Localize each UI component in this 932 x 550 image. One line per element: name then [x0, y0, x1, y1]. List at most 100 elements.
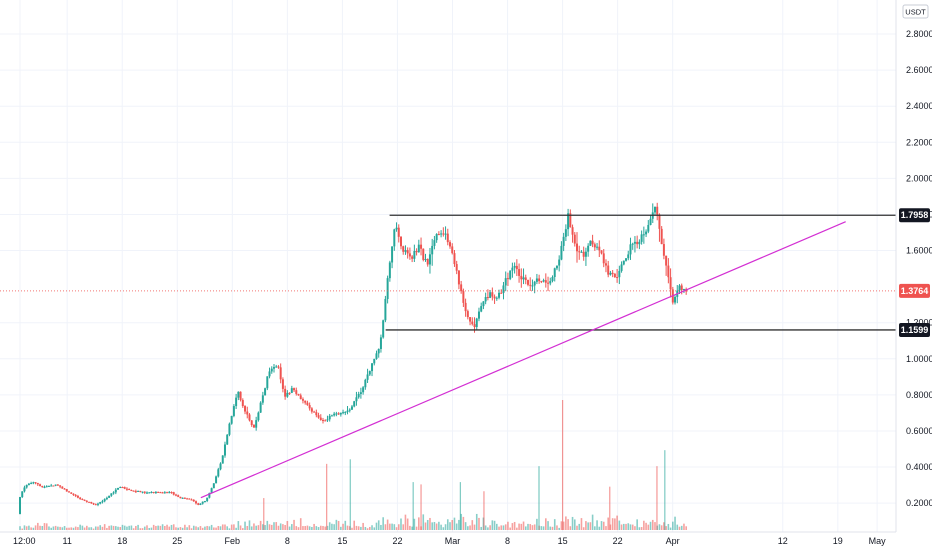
volume-bar [391, 523, 393, 530]
candle-body [59, 485, 62, 487]
candle-body [480, 306, 483, 312]
volume-bar [340, 526, 342, 530]
candle-body [295, 390, 298, 394]
candle-body [424, 259, 427, 261]
candle-body [411, 256, 414, 259]
candle-body [96, 503, 99, 505]
currency-badge[interactable] [902, 4, 929, 19]
volume-bar [373, 527, 376, 530]
volume-bar [195, 526, 197, 530]
candle-body [449, 242, 452, 247]
volume-bar [600, 521, 603, 530]
volume-bar [48, 526, 50, 530]
volume-bar [213, 527, 215, 530]
volume-bar [288, 526, 291, 530]
volume-bar [317, 527, 320, 530]
time-axis[interactable]: 12:00 11 18 25 Feb 8 15 22 Mar 8 15 22 Apr 12 19 May [13, 536, 886, 546]
volume-bar [638, 527, 641, 530]
candle-body [633, 241, 636, 244]
volume-bar [489, 525, 491, 530]
volume-bar [201, 527, 204, 530]
volume-spike-bar [664, 450, 666, 530]
volume-bar [380, 524, 382, 530]
candle-body [174, 494, 177, 496]
volume-bar [177, 527, 179, 530]
candle-body [631, 243, 634, 245]
volume-bar [83, 527, 86, 530]
candle-body [422, 248, 425, 260]
candle-body [420, 244, 423, 249]
candle-body [625, 258, 628, 261]
candle-body [649, 218, 652, 225]
volume-bar [121, 524, 124, 530]
volume-bar [115, 526, 117, 530]
candle-body [41, 485, 44, 488]
volume-bar [242, 528, 244, 530]
y-tick-label: 2.8000 [906, 29, 932, 39]
volume-bar [589, 522, 592, 530]
candle-body [602, 253, 605, 264]
candle-body [573, 234, 576, 244]
candle-body [504, 278, 507, 286]
candle-body [589, 240, 592, 246]
volume-bar [676, 524, 679, 530]
volume-bar [57, 526, 59, 530]
volume-bar [571, 516, 574, 530]
volume-bar [500, 525, 503, 530]
candle-body [39, 484, 42, 486]
volume-bar [90, 527, 93, 530]
candle-body [201, 501, 204, 504]
candle-body [444, 233, 447, 235]
candle-body [105, 497, 108, 500]
candle-body [235, 397, 238, 407]
volume-bar [353, 520, 356, 530]
volume-bar [663, 522, 665, 530]
candle-body [141, 491, 144, 493]
candle-body [506, 278, 509, 280]
volume-bar [65, 527, 68, 530]
trendline[interactable] [200, 221, 846, 499]
x-tick-label: 8 [505, 536, 510, 546]
volume-bar [77, 527, 79, 530]
currency-badge-label: USDT [905, 8, 926, 17]
y-tick-label: 0.6000 [906, 426, 932, 436]
volume-bar [215, 527, 217, 530]
y-tick-label: 2.0000 [906, 173, 932, 183]
volume-bar [627, 523, 630, 530]
candle-body [562, 236, 565, 246]
volume-bar [319, 525, 322, 530]
candle-body [179, 496, 182, 499]
candle-body [259, 402, 262, 413]
volume-bar [106, 527, 108, 530]
volume-bar [52, 526, 55, 530]
candle-body [576, 243, 579, 252]
candle-body [435, 234, 438, 241]
volume-bar [344, 520, 347, 530]
price-scale[interactable] [896, 0, 932, 550]
candle-body [433, 240, 436, 246]
candle-body [386, 278, 389, 299]
candle-body [328, 415, 331, 420]
candle-body [166, 492, 169, 494]
volume-bar [179, 527, 182, 530]
volume-bar [101, 526, 104, 530]
candle-body [250, 420, 253, 426]
volume-bar [164, 525, 166, 530]
candle-body [221, 455, 224, 464]
candle-body [23, 487, 26, 492]
drawing-lines[interactable] [0, 214, 896, 499]
volume-bar [524, 526, 527, 530]
candle-body [542, 280, 545, 282]
candle-body [366, 374, 369, 380]
volume-bar [369, 526, 371, 530]
volume-bar [462, 516, 465, 530]
volume-bar [469, 525, 471, 530]
volume-bar [159, 525, 162, 530]
candle-body [560, 245, 563, 260]
volume-bar [43, 523, 46, 530]
candle-body [137, 490, 140, 492]
candle-body [337, 413, 340, 415]
candle-body [92, 503, 95, 505]
